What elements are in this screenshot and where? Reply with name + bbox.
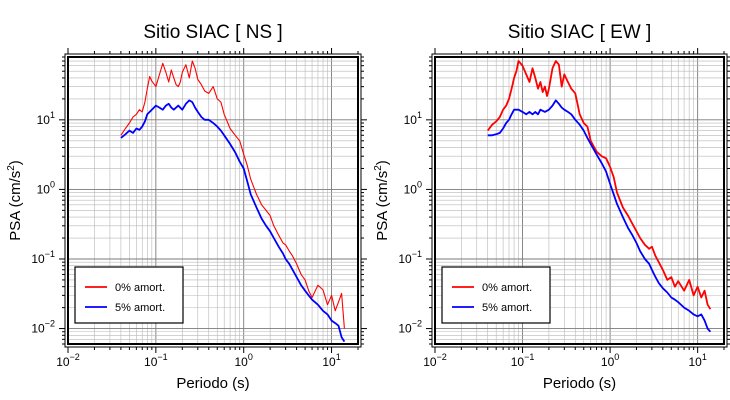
grid bbox=[68, 57, 358, 344]
y-tick-label: 10−2 bbox=[31, 319, 55, 336]
series-line-5pct bbox=[120, 99, 346, 343]
x-tick-label: 101 bbox=[322, 352, 340, 369]
x-tick-label: 100 bbox=[601, 352, 619, 369]
x-tick-label: 10−2 bbox=[423, 352, 447, 369]
chart-panel-1: 10−2 10−1 100 101 10−2 10−1 100 101 Sitio SIAC [… bbox=[6, 22, 367, 392]
legend-label: 0% amort. bbox=[482, 282, 532, 294]
y-tick-label: 100 bbox=[404, 179, 422, 196]
x-tick-label: 10−2 bbox=[56, 352, 80, 369]
legend-label: 5% amort. bbox=[482, 302, 532, 314]
chart-title: Sitio SIAC [ NS ] bbox=[143, 22, 282, 43]
y-tick-label: 100 bbox=[37, 179, 55, 196]
plot-frame bbox=[67, 56, 359, 345]
y-tick-label: 101 bbox=[37, 110, 55, 127]
legend: 0% amort. 5% amort. bbox=[74, 266, 184, 324]
x-tick-label: 101 bbox=[688, 352, 706, 369]
x-tick-label: 10−1 bbox=[144, 352, 168, 369]
chart-title: Sitio SIAC [ EW ] bbox=[508, 22, 652, 43]
series-line-5pct bbox=[487, 99, 712, 333]
series-line-0pct bbox=[120, 60, 345, 329]
y-tick-label: 10−1 bbox=[398, 249, 422, 266]
y-tick-label: 10−1 bbox=[31, 249, 55, 266]
legend-box bbox=[74, 266, 184, 324]
x-axis-label: Periodo (s) bbox=[543, 375, 616, 392]
chart-panel-2: 10−2 10−1 100 101 10−2 10−1 100 101 Sitio SIAC [… bbox=[373, 22, 730, 392]
x-tick-label: 100 bbox=[235, 352, 253, 369]
y-axis-label: PSA (cm/s2) bbox=[373, 160, 391, 241]
plot-frame bbox=[434, 56, 725, 345]
x-axis-label: Periodo (s) bbox=[176, 375, 249, 392]
legend-label: 0% amort. bbox=[115, 282, 165, 294]
y-tick-label: 101 bbox=[404, 110, 422, 127]
y-tick-label: 10−2 bbox=[398, 319, 422, 336]
legend: 0% amort. 5% amort. bbox=[441, 266, 551, 324]
x-tick-label: 10−1 bbox=[511, 352, 535, 369]
legend-box bbox=[441, 266, 551, 324]
y-axis-label: PSA (cm/s2) bbox=[6, 160, 24, 241]
series-line-0pct bbox=[486, 60, 712, 310]
legend-label: 5% amort. bbox=[115, 302, 165, 314]
